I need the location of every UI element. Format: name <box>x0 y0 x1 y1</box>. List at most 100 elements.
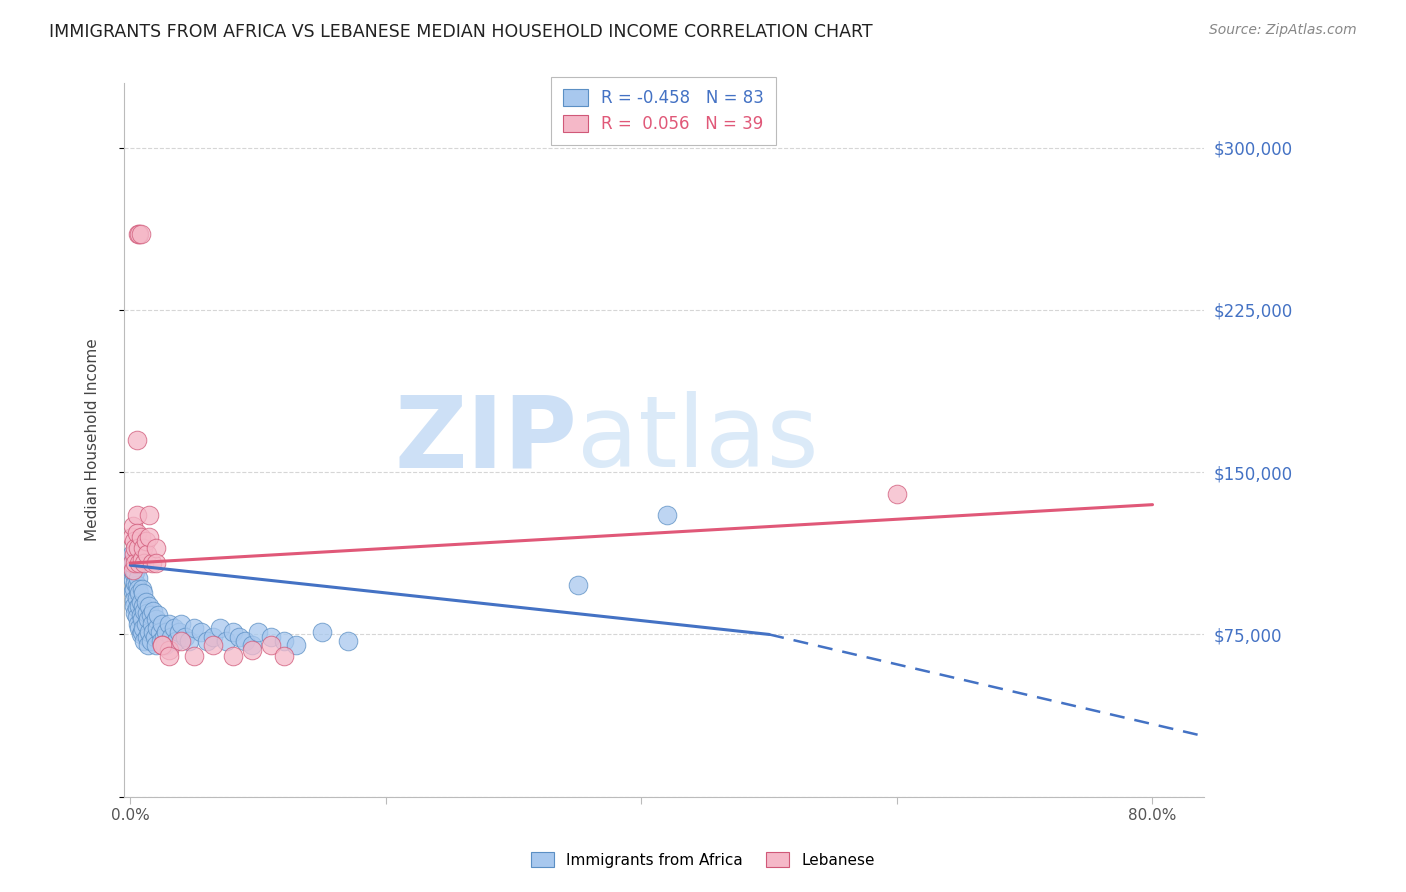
Point <box>150 638 173 652</box>
Point <box>125 525 148 540</box>
Point <box>121 574 143 588</box>
Point <box>134 604 156 618</box>
Point <box>134 556 156 570</box>
Text: atlas: atlas <box>578 392 820 488</box>
Point <box>240 642 263 657</box>
Point <box>153 638 176 652</box>
Point <box>125 591 148 605</box>
Point <box>131 625 153 640</box>
Point <box>132 586 155 600</box>
Point <box>135 616 157 631</box>
Point <box>129 627 152 641</box>
Point <box>886 487 908 501</box>
Point <box>141 616 163 631</box>
Point <box>132 621 155 635</box>
Point <box>170 616 193 631</box>
Point <box>121 556 143 570</box>
Point <box>128 599 150 614</box>
Point <box>138 625 160 640</box>
Point <box>174 630 197 644</box>
Point <box>122 548 145 562</box>
Point <box>146 621 169 635</box>
Point <box>125 577 148 591</box>
Point <box>167 625 190 640</box>
Legend: Immigrants from Africa, Lebanese: Immigrants from Africa, Lebanese <box>523 844 883 875</box>
Point <box>157 649 180 664</box>
Legend: R = -0.458   N = 83, R =  0.056   N = 39: R = -0.458 N = 83, R = 0.056 N = 39 <box>551 77 776 145</box>
Point <box>157 642 180 657</box>
Point <box>121 556 143 570</box>
Point <box>183 621 205 635</box>
Point <box>150 638 173 652</box>
Point <box>273 634 295 648</box>
Point <box>148 607 170 622</box>
Point <box>336 634 359 648</box>
Text: Source: ZipAtlas.com: Source: ZipAtlas.com <box>1209 23 1357 37</box>
Point <box>127 616 149 631</box>
Point <box>215 634 238 648</box>
Point <box>128 556 150 570</box>
Point <box>157 616 180 631</box>
Point <box>129 530 152 544</box>
Point <box>131 582 153 596</box>
Point <box>129 595 152 609</box>
Point <box>127 227 149 242</box>
Point <box>260 630 283 644</box>
Point <box>122 599 145 614</box>
Point <box>177 634 200 648</box>
Point <box>139 607 162 622</box>
Point <box>247 625 270 640</box>
Point <box>134 634 156 648</box>
Point <box>145 556 167 570</box>
Point <box>121 563 143 577</box>
Point <box>149 625 172 640</box>
Point <box>128 586 150 600</box>
Y-axis label: Median Household Income: Median Household Income <box>86 338 100 541</box>
Point <box>150 616 173 631</box>
Point <box>240 638 263 652</box>
Point <box>124 565 146 579</box>
Point <box>125 433 148 447</box>
Point <box>121 519 143 533</box>
Point <box>233 634 256 648</box>
Point <box>228 630 250 644</box>
Point <box>138 530 160 544</box>
Point <box>127 571 149 585</box>
Point <box>260 638 283 652</box>
Point <box>143 630 166 644</box>
Point <box>139 634 162 648</box>
Point <box>122 592 145 607</box>
Point <box>163 621 186 635</box>
Point <box>152 630 174 644</box>
Point <box>155 625 177 640</box>
Point <box>127 582 149 596</box>
Point <box>160 630 183 644</box>
Point <box>128 621 150 635</box>
Point <box>142 604 165 618</box>
Point <box>135 630 157 644</box>
Point <box>136 612 159 626</box>
Point <box>131 612 153 626</box>
Point <box>135 548 157 562</box>
Point <box>655 508 678 523</box>
Point <box>567 577 589 591</box>
Point <box>141 556 163 570</box>
Point <box>124 606 146 620</box>
Point <box>121 563 143 577</box>
Point <box>273 649 295 664</box>
Point <box>285 638 308 652</box>
Point <box>170 634 193 648</box>
Point <box>127 541 149 555</box>
Point <box>149 634 172 648</box>
Point <box>142 625 165 640</box>
Point <box>136 638 159 652</box>
Point <box>208 621 231 635</box>
Point <box>132 599 155 614</box>
Point <box>121 584 143 599</box>
Point <box>129 227 152 242</box>
Point <box>135 606 157 620</box>
Point <box>138 508 160 523</box>
Point <box>122 566 145 581</box>
Point <box>202 638 225 652</box>
Point <box>135 534 157 549</box>
